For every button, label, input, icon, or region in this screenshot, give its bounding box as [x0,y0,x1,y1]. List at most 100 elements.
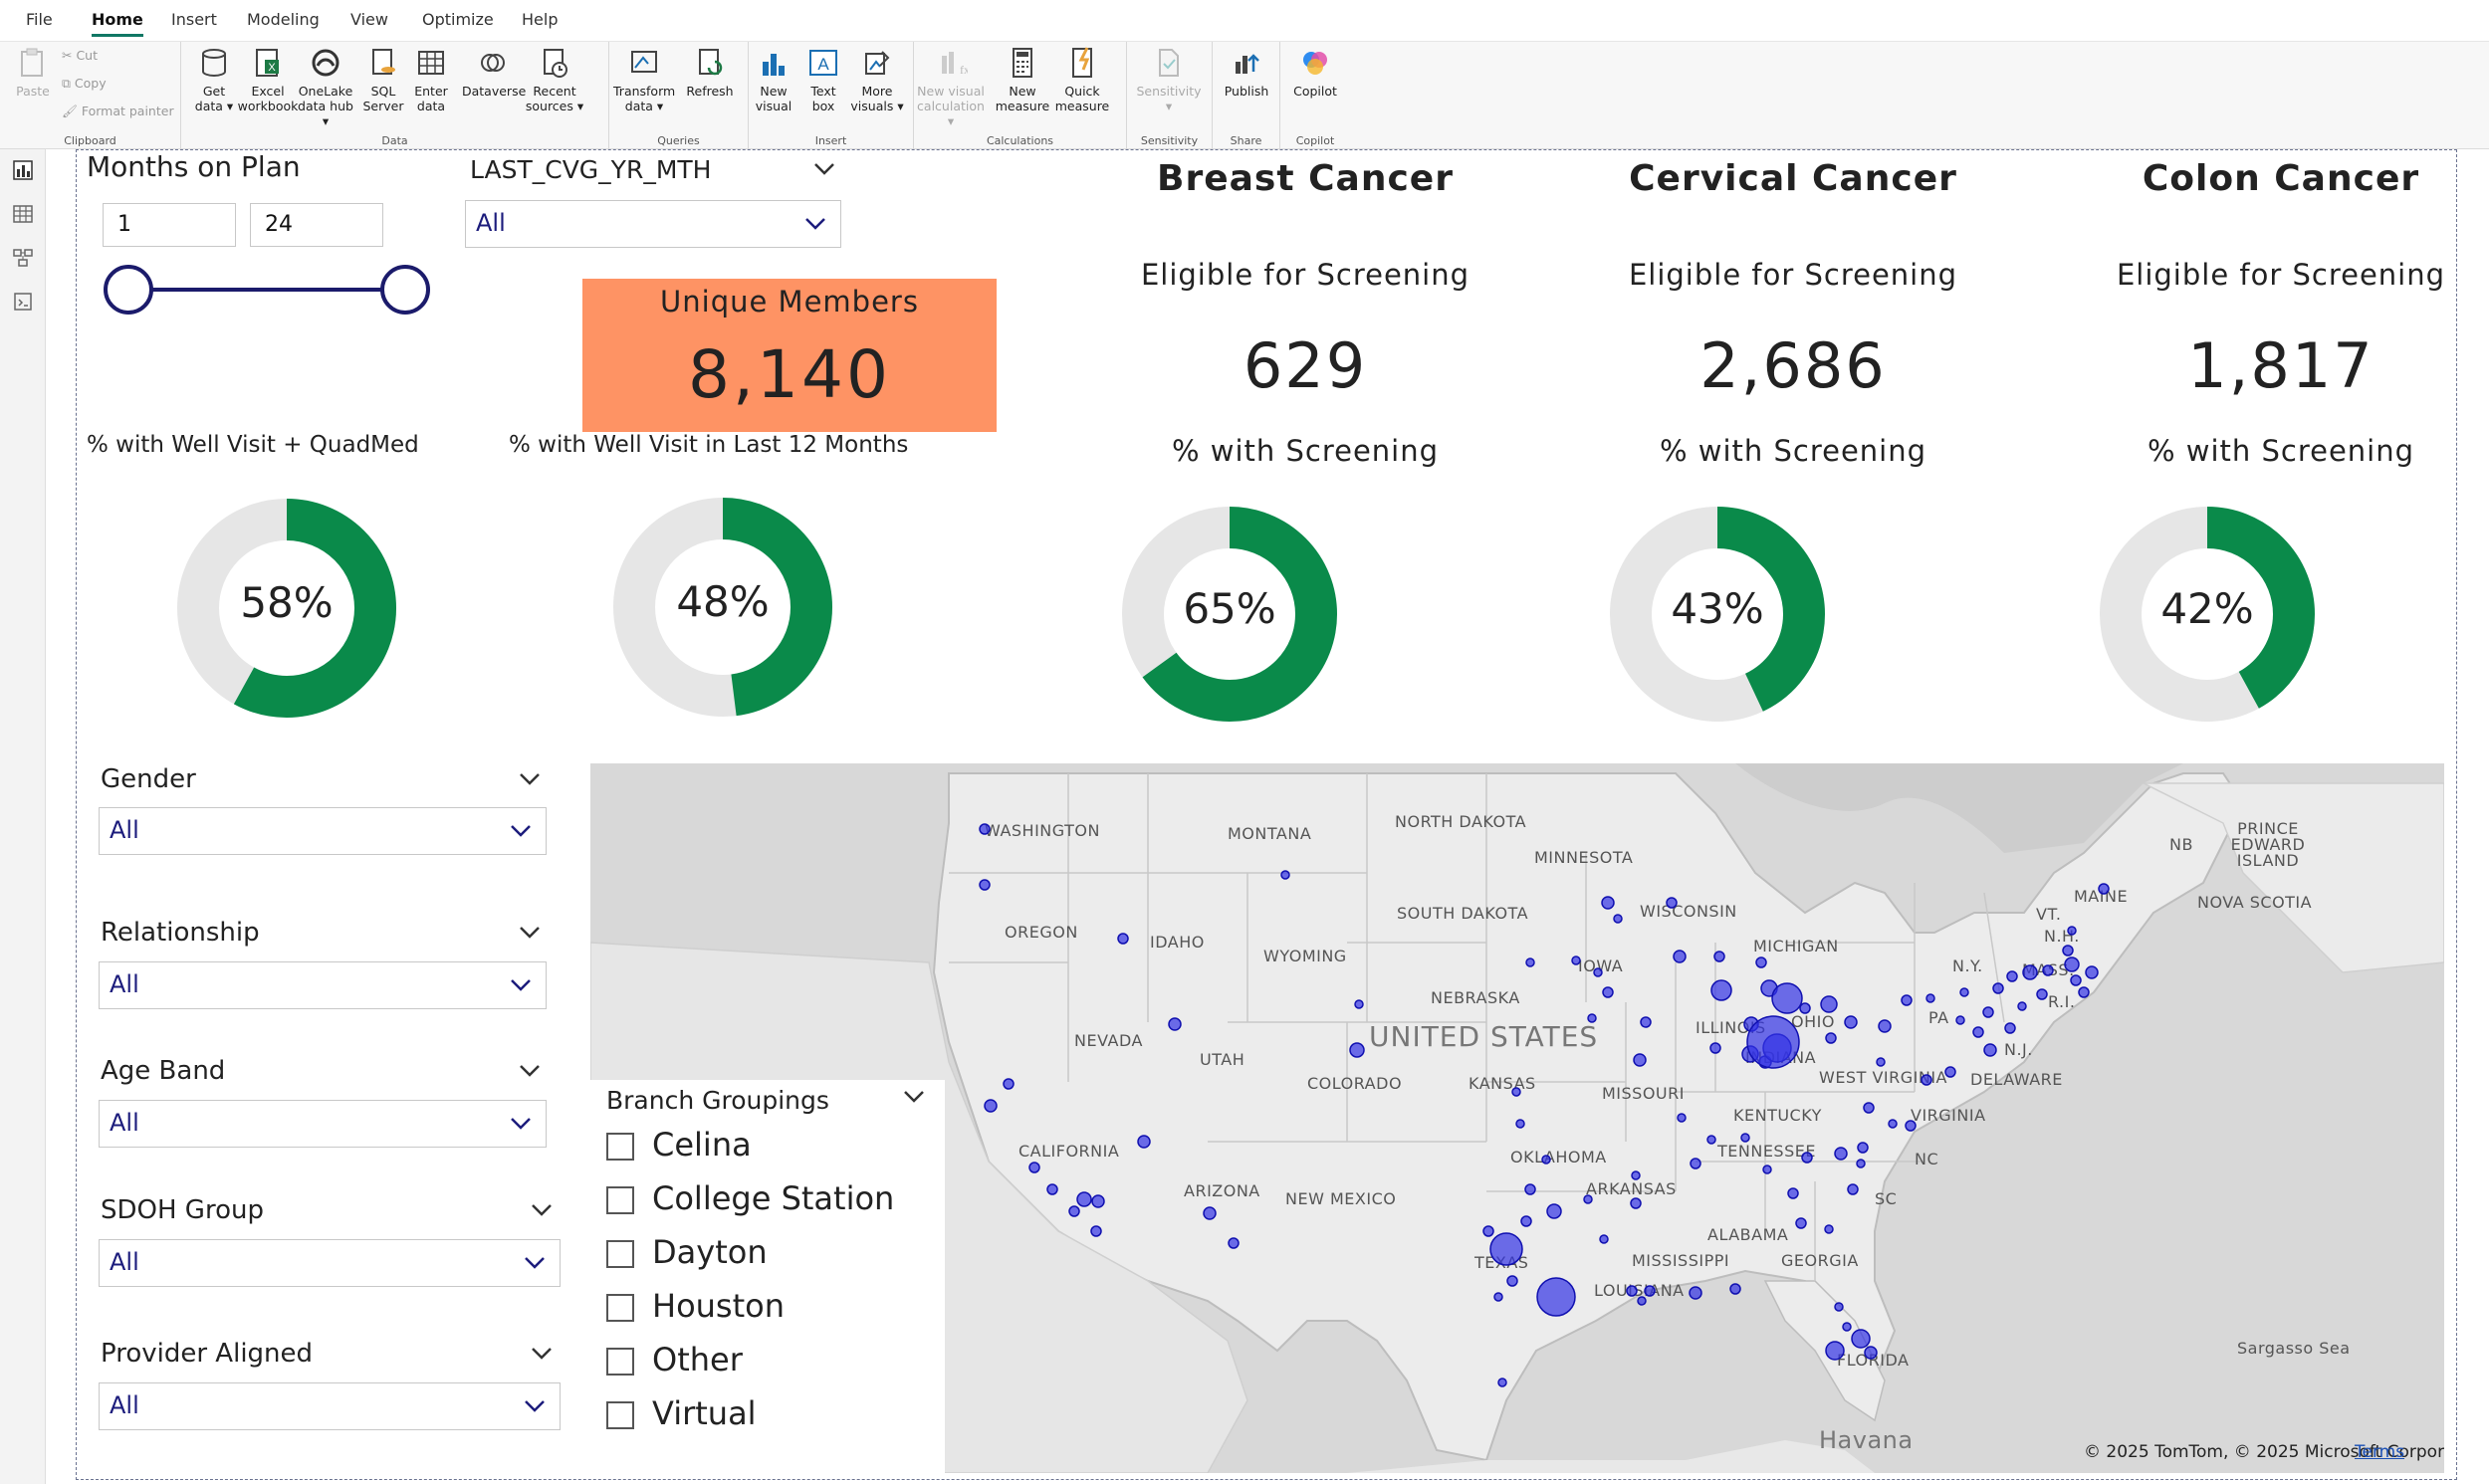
member-bubble[interactable] [1959,987,1969,997]
member-bubble[interactable] [1644,1285,1656,1297]
member-bubble[interactable] [1599,1234,1609,1244]
member-bubble[interactable] [1028,1162,1040,1173]
member-bubble[interactable] [1354,999,1364,1009]
last-cvg-collapse-icon[interactable] [813,162,835,176]
transform-data-button[interactable]: Transform data ▾ [613,46,675,113]
cervical-screening-donut[interactable] [1589,486,1846,742]
model-view-icon[interactable] [12,247,34,269]
excel-workbook-button[interactable]: X Excel workbook [237,46,299,113]
member-bubble[interactable] [1493,1292,1503,1302]
member-bubble[interactable] [1787,1187,1799,1199]
copilot-button[interactable]: Copilot [1284,46,1346,99]
member-bubble[interactable] [1489,1232,1523,1266]
member-bubble[interactable] [1878,1019,1892,1033]
member-bubble[interactable] [1844,1015,1858,1029]
last-cvg-dropdown[interactable]: All [465,200,841,248]
text-box-button[interactable]: A Text box [792,46,854,113]
member-bubble[interactable] [2064,956,2080,972]
months-max-input[interactable]: 24 [250,203,383,247]
member-bubble[interactable] [1511,1087,1521,1097]
gender-collapse-icon[interactable] [519,772,541,786]
donut-value-arc[interactable] [1122,507,1337,722]
member-bubble[interactable] [1983,1043,1997,1057]
well-visit-quadmed-donut[interactable] [156,478,417,739]
member-bubble[interactable] [1630,1197,1642,1209]
member-bubble[interactable] [1541,1155,1551,1165]
member-bubble[interactable] [1982,1006,1994,1018]
member-bubble[interactable] [2078,986,2090,998]
member-bubble[interactable] [1666,897,1678,909]
member-bubble[interactable] [1003,1078,1015,1090]
member-bubble[interactable] [1583,1194,1593,1204]
provider-dropdown[interactable]: All [99,1382,561,1430]
member-bubble[interactable] [1601,896,1615,910]
member-bubble[interactable] [2017,1001,2027,1011]
member-bubble[interactable] [1825,1032,1837,1044]
table-view-icon[interactable] [12,203,34,225]
member-bubble[interactable] [2036,988,2048,1000]
sdoh-collapse-icon[interactable] [531,1203,553,1217]
member-bubble[interactable] [1626,1285,1638,1297]
member-bubble[interactable] [979,823,991,835]
member-bubble[interactable] [1863,1102,1875,1114]
quick-measure-button[interactable]: Quick measure [1051,46,1113,113]
member-bubble[interactable] [1944,1066,1956,1078]
donut-value-arc[interactable] [2100,507,2315,722]
member-bubble[interactable] [1709,1042,1721,1054]
new-visual-calculation-button[interactable]: fx New visual calculation ▾ [914,46,988,128]
member-bubble[interactable] [1689,1286,1702,1300]
tab-view[interactable]: View [350,10,388,29]
colon-screening-donut[interactable] [2079,486,2336,742]
member-bubble[interactable] [1820,995,1838,1013]
member-bubble[interactable] [1203,1206,1217,1220]
member-bubble[interactable] [1905,1120,1917,1132]
member-bubble[interactable] [1525,957,1535,967]
member-bubble[interactable] [2070,974,2082,986]
member-bubble[interactable] [1602,986,1614,998]
member-bubble[interactable] [1587,1013,1597,1023]
member-bubble[interactable] [1546,1203,1562,1219]
publish-button[interactable]: Publish [1216,46,1277,99]
relationship-collapse-icon[interactable] [519,926,541,940]
sensitivity-button[interactable]: Sensitivity ▾ [1131,46,1207,113]
member-bubble[interactable] [1117,933,1129,945]
member-bubble[interactable] [1713,951,1725,962]
member-bubble[interactable] [1524,1183,1536,1195]
dataverse-button[interactable]: Dataverse [462,46,526,99]
member-bubble[interactable] [1825,1341,1845,1361]
member-bubble[interactable] [979,879,991,891]
new-visual-button[interactable]: New visual [743,46,804,113]
member-bubble[interactable] [1857,1142,1869,1154]
member-bubble[interactable] [1992,982,2004,994]
member-bubble[interactable] [1280,870,1290,880]
checkbox[interactable] [606,1294,634,1322]
member-bubble[interactable] [1856,1159,1866,1168]
member-bubble[interactable] [2022,964,2038,980]
member-bubble[interactable] [1710,979,1732,1001]
member-bubble[interactable] [984,1099,998,1113]
tab-insert[interactable]: Insert [171,10,217,29]
provider-collapse-icon[interactable] [531,1347,553,1361]
member-bubble[interactable] [1740,1133,1750,1143]
more-visuals-button[interactable]: More visuals ▾ [846,46,908,113]
member-bubble[interactable] [1706,1135,1716,1145]
member-bubble[interactable] [1864,1346,1878,1360]
member-bubble[interactable] [1824,1224,1834,1234]
get-data-button[interactable]: Get data ▾ [183,46,245,113]
member-bubble[interactable] [1571,955,1581,965]
tab-home[interactable]: Home [92,10,143,37]
well-visit-last12-donut[interactable] [592,477,853,738]
slider-min-handle[interactable] [104,265,153,315]
member-bubble[interactable] [1755,956,1767,968]
member-bubble[interactable] [1349,1042,1365,1058]
member-bubble[interactable] [2085,965,2099,979]
refresh-button[interactable]: Refresh [679,46,741,99]
member-bubble[interactable] [1834,1147,1848,1161]
member-bubble[interactable] [1046,1183,1058,1195]
member-bubble[interactable] [1801,1152,1813,1164]
relationship-dropdown[interactable]: All [99,961,547,1009]
member-bubble[interactable] [1090,1225,1102,1237]
donut-value-arc[interactable] [613,498,832,717]
member-bubble[interactable] [2042,964,2054,976]
checkbox[interactable] [606,1186,634,1214]
